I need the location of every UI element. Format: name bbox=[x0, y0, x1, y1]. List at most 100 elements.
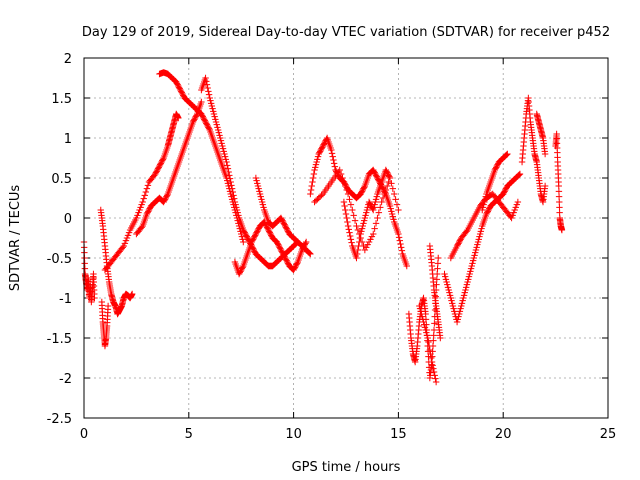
data-point bbox=[248, 238, 255, 246]
data-point bbox=[152, 170, 159, 178]
data-point bbox=[244, 234, 251, 242]
data-point bbox=[500, 189, 508, 196]
data-point bbox=[467, 268, 474, 275]
series-arc-21 bbox=[552, 130, 566, 234]
data-point bbox=[423, 332, 431, 339]
data-point bbox=[254, 228, 261, 235]
data-point bbox=[257, 193, 264, 200]
data-point bbox=[124, 232, 132, 239]
data-point bbox=[119, 244, 126, 251]
data-point bbox=[265, 226, 272, 234]
data-point bbox=[392, 196, 399, 203]
data-point bbox=[481, 198, 488, 206]
data-point bbox=[357, 230, 364, 238]
data-point bbox=[339, 174, 346, 182]
data-point bbox=[201, 117, 209, 124]
data-point bbox=[282, 256, 290, 263]
data-point bbox=[432, 378, 440, 386]
data-point bbox=[158, 158, 165, 166]
data-point bbox=[251, 233, 258, 240]
data-point bbox=[198, 112, 206, 119]
data-point bbox=[233, 206, 241, 214]
data-point bbox=[307, 190, 314, 198]
y-tick-label: 0.5 bbox=[51, 172, 72, 187]
data-point bbox=[203, 120, 210, 127]
data-point bbox=[249, 237, 256, 244]
data-point bbox=[239, 264, 246, 271]
data-point bbox=[374, 174, 381, 182]
data-point bbox=[163, 192, 171, 199]
data-point bbox=[156, 161, 164, 168]
data-point bbox=[455, 310, 463, 318]
data-point bbox=[449, 302, 457, 310]
data-point bbox=[493, 164, 500, 171]
data-point bbox=[421, 324, 429, 331]
data-point bbox=[242, 232, 250, 239]
data-point bbox=[463, 281, 471, 288]
data-point bbox=[234, 209, 241, 216]
data-point bbox=[383, 168, 390, 175]
data-point bbox=[372, 196, 380, 203]
data-point bbox=[370, 168, 378, 175]
data-point bbox=[353, 222, 360, 230]
data-point bbox=[372, 170, 379, 178]
data-point bbox=[123, 234, 131, 242]
y-tick-label: -1.5 bbox=[47, 332, 72, 347]
data-point bbox=[136, 206, 143, 214]
x-tick-label: 25 bbox=[600, 427, 617, 442]
data-point bbox=[378, 198, 385, 206]
data-point bbox=[129, 290, 136, 298]
data-point bbox=[161, 196, 169, 203]
data-point bbox=[430, 365, 437, 372]
data-point bbox=[179, 90, 186, 98]
data-point bbox=[254, 180, 261, 187]
data-point bbox=[203, 121, 211, 128]
grid-lines bbox=[84, 58, 608, 418]
data-point bbox=[293, 261, 300, 268]
data-point bbox=[504, 150, 511, 158]
y-tick-label: -1 bbox=[59, 292, 72, 307]
data-point bbox=[205, 125, 213, 132]
data-point bbox=[278, 248, 285, 255]
data-point bbox=[205, 124, 212, 131]
data-point bbox=[371, 201, 378, 208]
data-point bbox=[240, 228, 248, 235]
data-point bbox=[461, 289, 468, 296]
data-point bbox=[312, 164, 319, 171]
data-point bbox=[444, 284, 452, 291]
data-point bbox=[212, 118, 220, 126]
data-point bbox=[465, 276, 472, 283]
data-marks bbox=[80, 69, 566, 386]
data-point bbox=[363, 244, 370, 251]
data-point bbox=[200, 116, 208, 123]
data-point bbox=[122, 237, 130, 244]
data-point bbox=[558, 226, 566, 234]
data-point bbox=[372, 220, 380, 227]
data-point bbox=[491, 166, 499, 174]
data-point bbox=[371, 169, 378, 176]
data-point bbox=[202, 74, 209, 82]
data-point bbox=[483, 210, 490, 218]
data-point bbox=[263, 224, 271, 231]
data-point bbox=[346, 232, 354, 240]
data-point bbox=[354, 246, 362, 254]
plot-frame bbox=[83, 57, 609, 419]
data-point bbox=[259, 201, 267, 208]
data-point bbox=[161, 197, 168, 204]
data-point bbox=[384, 182, 391, 190]
data-point bbox=[239, 236, 246, 243]
data-point bbox=[309, 178, 316, 186]
data-point bbox=[381, 189, 389, 196]
data-point bbox=[160, 198, 167, 206]
data-point bbox=[444, 281, 451, 288]
data-point bbox=[442, 276, 450, 283]
data-point bbox=[281, 253, 288, 260]
x-tick-label: 10 bbox=[285, 427, 302, 442]
data-point bbox=[458, 302, 465, 310]
data-point bbox=[353, 250, 361, 258]
data-point bbox=[382, 186, 390, 194]
data-point bbox=[311, 166, 318, 174]
data-point bbox=[207, 97, 214, 104]
data-point bbox=[307, 250, 314, 258]
data-point bbox=[281, 221, 288, 228]
